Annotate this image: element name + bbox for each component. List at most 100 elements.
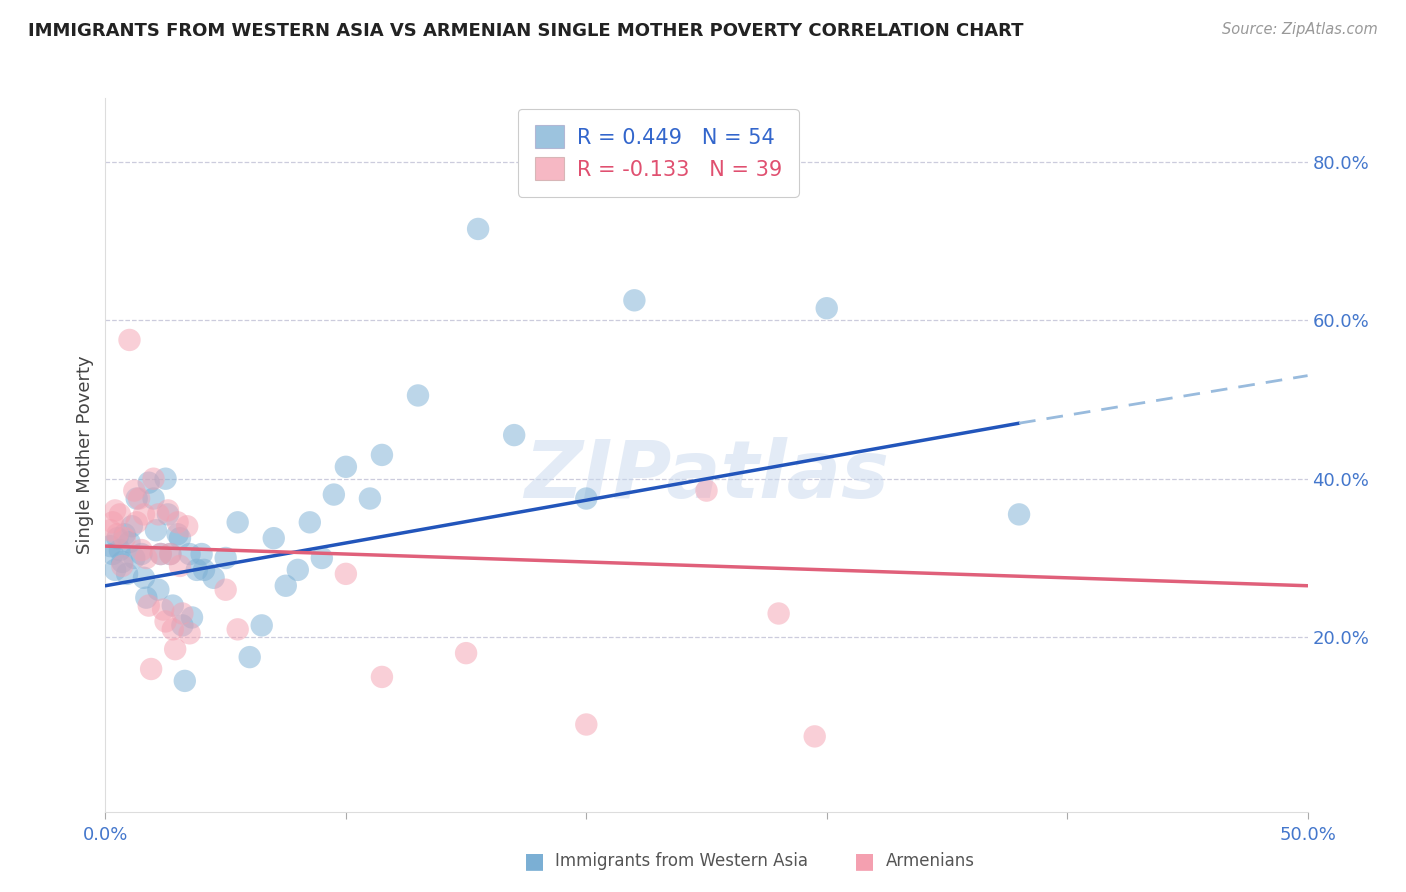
- Point: [131, 543, 153, 558]
- Point: [155, 615, 177, 629]
- Point: [503, 428, 526, 442]
- Point: [128, 491, 150, 506]
- Point: [214, 582, 236, 597]
- Point: [104, 563, 127, 577]
- Point: [454, 646, 477, 660]
- Point: [108, 543, 131, 558]
- Point: [138, 599, 160, 613]
- Point: [162, 599, 184, 613]
- Point: [335, 566, 357, 581]
- Point: [768, 607, 790, 621]
- Point: [172, 607, 194, 621]
- Point: [124, 483, 146, 498]
- Point: [803, 730, 825, 744]
- Point: [467, 222, 489, 236]
- Point: [148, 582, 170, 597]
- Text: ■: ■: [855, 851, 875, 871]
- Point: [107, 527, 129, 541]
- Point: [179, 626, 201, 640]
- Point: [101, 516, 124, 530]
- Point: [359, 491, 381, 506]
- Point: [155, 472, 177, 486]
- Point: [139, 662, 162, 676]
- Point: [159, 547, 181, 561]
- Point: [263, 531, 285, 545]
- Point: [131, 547, 153, 561]
- Point: [165, 642, 187, 657]
- Point: [111, 555, 134, 569]
- Point: [371, 448, 394, 462]
- Point: [815, 301, 838, 316]
- Point: [104, 503, 127, 517]
- Point: [108, 508, 131, 522]
- Point: [696, 483, 718, 498]
- Point: [114, 527, 136, 541]
- Point: [156, 508, 179, 522]
- Text: IMMIGRANTS FROM WESTERN ASIA VS ARMENIAN SINGLE MOTHER POVERTY CORRELATION CHART: IMMIGRANTS FROM WESTERN ASIA VS ARMENIAN…: [28, 22, 1024, 40]
- Point: [575, 717, 598, 731]
- Point: [107, 531, 129, 545]
- Point: [142, 491, 165, 506]
- Text: ZIPatlas: ZIPatlas: [524, 437, 889, 516]
- Point: [169, 531, 191, 545]
- Text: ■: ■: [524, 851, 544, 871]
- Point: [148, 508, 170, 522]
- Point: [145, 523, 167, 537]
- Point: [311, 551, 333, 566]
- Point: [142, 472, 165, 486]
- Point: [575, 491, 598, 506]
- Point: [125, 491, 148, 506]
- Text: Source: ZipAtlas.com: Source: ZipAtlas.com: [1222, 22, 1378, 37]
- Point: [181, 610, 204, 624]
- Point: [159, 547, 181, 561]
- Point: [298, 516, 321, 530]
- Point: [226, 516, 249, 530]
- Point: [214, 551, 236, 566]
- Point: [226, 623, 249, 637]
- Point: [156, 503, 179, 517]
- Point: [322, 487, 344, 501]
- Point: [186, 563, 208, 577]
- Point: [98, 539, 121, 553]
- Point: [101, 547, 124, 561]
- Point: [132, 571, 155, 585]
- Point: [118, 333, 141, 347]
- Point: [169, 558, 191, 573]
- Point: [1008, 508, 1031, 522]
- Point: [173, 673, 195, 688]
- Legend: R = 0.449   N = 54, R = -0.133   N = 39: R = 0.449 N = 54, R = -0.133 N = 39: [519, 109, 799, 196]
- Point: [166, 516, 188, 530]
- Text: Armenians: Armenians: [886, 852, 974, 870]
- Text: Immigrants from Western Asia: Immigrants from Western Asia: [555, 852, 808, 870]
- Point: [138, 475, 160, 490]
- Point: [149, 547, 172, 561]
- Point: [406, 388, 429, 402]
- Y-axis label: Single Mother Poverty: Single Mother Poverty: [76, 356, 94, 554]
- Point: [98, 523, 121, 537]
- Point: [118, 535, 141, 549]
- Point: [274, 579, 297, 593]
- Point: [371, 670, 394, 684]
- Point: [190, 547, 212, 561]
- Point: [287, 563, 309, 577]
- Point: [623, 293, 645, 308]
- Point: [125, 516, 148, 530]
- Point: [132, 508, 155, 522]
- Point: [135, 551, 157, 566]
- Point: [121, 519, 143, 533]
- Point: [135, 591, 157, 605]
- Point: [166, 527, 188, 541]
- Point: [335, 459, 357, 474]
- Point: [152, 602, 174, 616]
- Point: [250, 618, 273, 632]
- Point: [114, 531, 136, 545]
- Point: [202, 571, 225, 585]
- Point: [115, 566, 138, 581]
- Point: [149, 547, 172, 561]
- Point: [111, 558, 134, 573]
- Point: [179, 547, 201, 561]
- Point: [193, 563, 215, 577]
- Point: [239, 650, 262, 665]
- Point: [124, 551, 146, 566]
- Point: [176, 519, 198, 533]
